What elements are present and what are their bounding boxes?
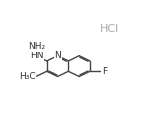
Text: NH₂: NH₂ [28, 42, 45, 51]
Text: F: F [102, 67, 107, 76]
Text: N: N [54, 51, 61, 60]
Text: HCl: HCl [100, 24, 120, 34]
Text: H₃C: H₃C [19, 72, 36, 81]
Text: HN: HN [30, 51, 44, 60]
